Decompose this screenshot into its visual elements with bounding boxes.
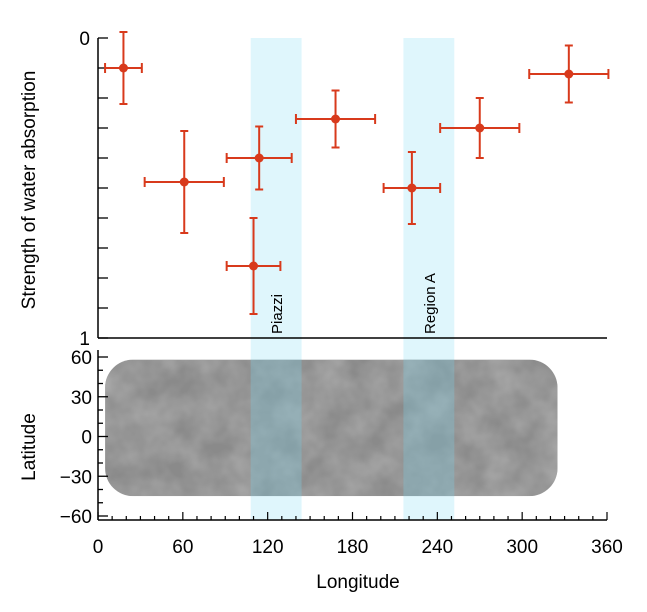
- x-tick-label: 0: [93, 537, 104, 558]
- y-axis-label-bottom: Latitude: [19, 413, 40, 481]
- x-tick-label: 300: [506, 537, 538, 558]
- y-tick-label-bottom: 30: [71, 388, 92, 409]
- data-point: [118, 63, 128, 73]
- surface-map: [105, 359, 558, 497]
- data-point: [475, 123, 485, 133]
- y-tick-label-bottom: −60: [60, 507, 92, 528]
- y-tick-label-top: 0: [79, 29, 90, 50]
- data-point: [254, 153, 264, 163]
- region-band-map-overlay: [250, 359, 302, 497]
- data-point: [179, 177, 189, 187]
- region-band-map-overlay: [403, 359, 455, 497]
- data-point: [564, 69, 574, 79]
- x-tick-label: 60: [172, 537, 193, 558]
- y-axis-label-top: Strength of water absorption: [19, 71, 40, 310]
- region-label: Region A: [422, 273, 439, 334]
- x-tick-label: 360: [591, 537, 623, 558]
- y-tick-label-bottom: 0: [81, 428, 92, 449]
- region-label: Piazzi: [269, 294, 286, 334]
- x-tick-label: 240: [421, 537, 453, 558]
- y-tick-label-bottom: 60: [71, 348, 92, 369]
- x-tick-label: 180: [337, 537, 369, 558]
- x-axis-label: Longitude: [316, 572, 399, 593]
- data-point: [331, 114, 341, 124]
- y-tick-label-top: 1: [79, 329, 90, 350]
- data-point: [407, 183, 417, 193]
- y-tick-label-bottom: −30: [60, 467, 92, 488]
- data-point: [249, 261, 259, 271]
- x-tick-label: 120: [252, 537, 284, 558]
